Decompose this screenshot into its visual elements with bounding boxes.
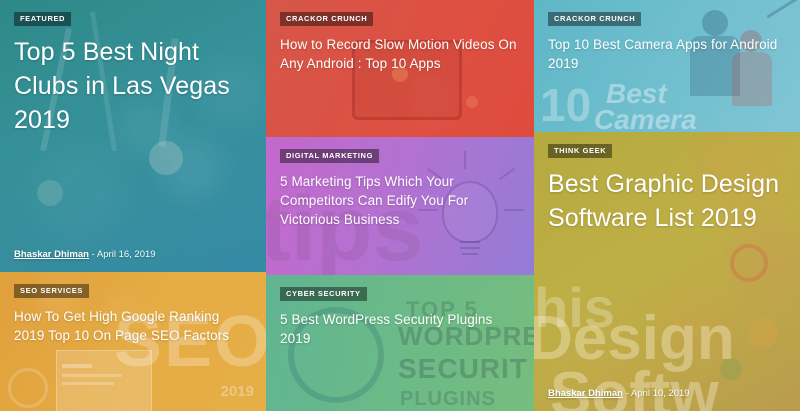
byline-separator: -	[625, 387, 629, 399]
decor-browser-mock	[56, 350, 152, 411]
category-badge[interactable]: FEATURED	[14, 12, 72, 26]
post-title[interactable]: How To Get High Google Ranking 2019 Top …	[14, 308, 230, 343]
card-color-overlay	[266, 0, 534, 137]
decor-person-head	[702, 10, 728, 36]
card-color-overlay	[534, 0, 800, 132]
grid-column-left: FEATURED Top 5 Best Night Clubs in Las V…	[0, 0, 266, 411]
category-badge[interactable]: DIGITAL MARKETING	[280, 149, 380, 163]
grid-column-middle: CRACKOR CRUNCH How to Record Slow Motion…	[266, 0, 534, 411]
post-title[interactable]: How to Record Slow Motion Videos On Any …	[280, 36, 517, 71]
post-author[interactable]: Bhaskar Dhiman	[548, 387, 623, 399]
post-title[interactable]: Top 10 Best Camera Apps for Android 2019	[548, 36, 778, 71]
post-card-seo[interactable]: SEO 2019 SEO SERVICES How To Get High Go…	[0, 272, 266, 411]
post-card-nightclub[interactable]: FEATURED Top 5 Best Night Clubs in Las V…	[0, 0, 266, 272]
category-badge[interactable]: SEO SERVICES	[14, 284, 89, 298]
post-title[interactable]: 5 Best WordPress Security Plugins 2019	[280, 311, 493, 346]
post-title[interactable]: Top 5 Best Night Clubs in Las Vegas 2019	[14, 37, 230, 134]
post-date: April 16, 2019	[96, 248, 156, 260]
byline-separator: -	[91, 248, 95, 260]
category-badge[interactable]: CYBER SECURITY	[280, 287, 367, 301]
grid-column-right: 10 Best Camera CRACKOR CRUNCH Top 10 Bes…	[534, 0, 800, 411]
post-title[interactable]: 5 Marketing Tips Which Your Competitors …	[280, 173, 469, 227]
category-badge[interactable]: THINK GEEK	[548, 144, 613, 158]
decor-wordpress-logo	[288, 307, 384, 403]
post-card-slowmotion[interactable]: CRACKOR CRUNCH How to Record Slow Motion…	[266, 0, 534, 137]
post-date: April 10, 2019	[630, 387, 690, 399]
category-badge[interactable]: CRACKOR CRUNCH	[280, 12, 374, 26]
decor-lightbulb	[442, 181, 498, 243]
post-card-camera[interactable]: 10 Best Camera CRACKOR CRUNCH Top 10 Bes…	[534, 0, 800, 132]
post-byline: Bhaskar Dhiman - April 16, 2019	[14, 249, 252, 260]
post-card-graphicdesign[interactable]: his Design Softw THINK GEEK Best Graphic…	[534, 132, 800, 411]
post-card-marketing[interactable]: tips DIGITAL MARKETING 5 Marketing Tips …	[266, 137, 534, 275]
post-author[interactable]: Bhaskar Dhiman	[14, 248, 89, 260]
category-badge[interactable]: CRACKOR CRUNCH	[548, 12, 642, 26]
post-card-wordpress[interactable]: TOP 5 WORDPRE SECURIT PLUGINS CYBER SECU…	[266, 275, 534, 411]
card-color-overlay	[0, 0, 266, 272]
post-title[interactable]: Best Graphic Design Software List 2019	[548, 169, 780, 232]
post-byline: Bhaskar Dhiman - April 10, 2019	[548, 388, 786, 399]
decor-tablet	[352, 40, 462, 120]
